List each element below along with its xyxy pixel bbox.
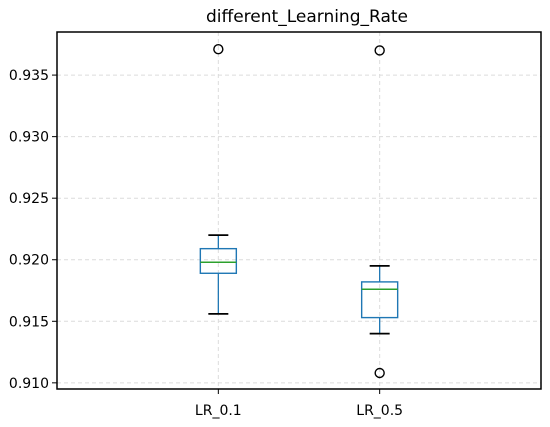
x-tick-label: LR_0.5: [356, 403, 403, 419]
box-lr-0-1: [199, 44, 238, 315]
chart-title: different_Learning_Rate: [206, 7, 408, 27]
outlier-point: [213, 44, 224, 55]
y-tick-label: 0.920: [9, 253, 49, 269]
y-tick-label: 0.935: [9, 68, 49, 84]
y-tick-label: 0.915: [9, 314, 49, 330]
y-tick-label: 0.930: [9, 130, 49, 146]
y-tick-label: 0.910: [9, 376, 49, 392]
plot-frame: [56, 31, 542, 390]
iqr-box: [199, 247, 238, 274]
x-tick-label: LR_0.1: [195, 403, 242, 419]
outlier-point: [374, 45, 385, 56]
grid-layer: [57, 32, 541, 389]
box-layer: [199, 44, 399, 379]
iqr-box: [360, 281, 399, 319]
box-lr-0-5: [360, 45, 399, 379]
axis-layer: 0.910 0.915 0.920 0.925 0.930 0.935 LR_0.1 LR_0…: [9, 68, 403, 419]
y-tick-label: 0.925: [9, 191, 49, 207]
outlier-point: [374, 367, 385, 379]
